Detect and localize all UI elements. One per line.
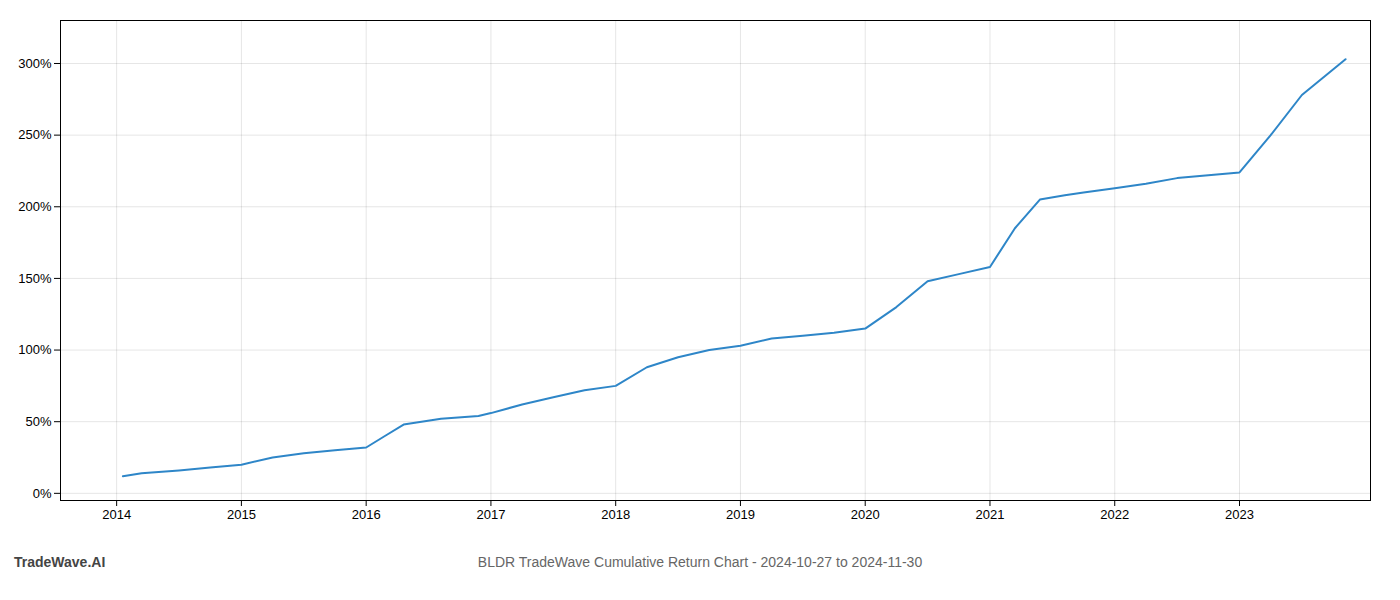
svg-text:250%: 250% [18, 127, 52, 142]
svg-text:2021: 2021 [976, 507, 1005, 522]
html-text:TradeWave.AI: TradeWave.AI [14, 554, 106, 570]
svg-text:0%: 0% [33, 485, 52, 500]
svg-text:2016: 2016 [352, 507, 381, 522]
svg-text:150%: 150% [18, 271, 52, 286]
svg-text:50%: 50% [25, 414, 51, 429]
html-text:BLDR TradeWave Cumulative Retu: BLDR TradeWave Cumulative Return Chart -… [477, 554, 923, 570]
svg-text:2020: 2020 [851, 507, 880, 522]
svg-text:2023: 2023 [1225, 507, 1254, 522]
svg-text:100%: 100% [18, 342, 52, 357]
svg-text:2018: 2018 [601, 507, 630, 522]
svg-text:2014: 2014 [102, 507, 131, 522]
svg-text:2022: 2022 [1100, 507, 1129, 522]
svg-text:2017: 2017 [476, 507, 505, 522]
svg-text:300%: 300% [18, 56, 52, 71]
svg-text:200%: 200% [18, 199, 52, 214]
svg-text:2019: 2019 [726, 507, 755, 522]
svg-text:2015: 2015 [227, 507, 256, 522]
